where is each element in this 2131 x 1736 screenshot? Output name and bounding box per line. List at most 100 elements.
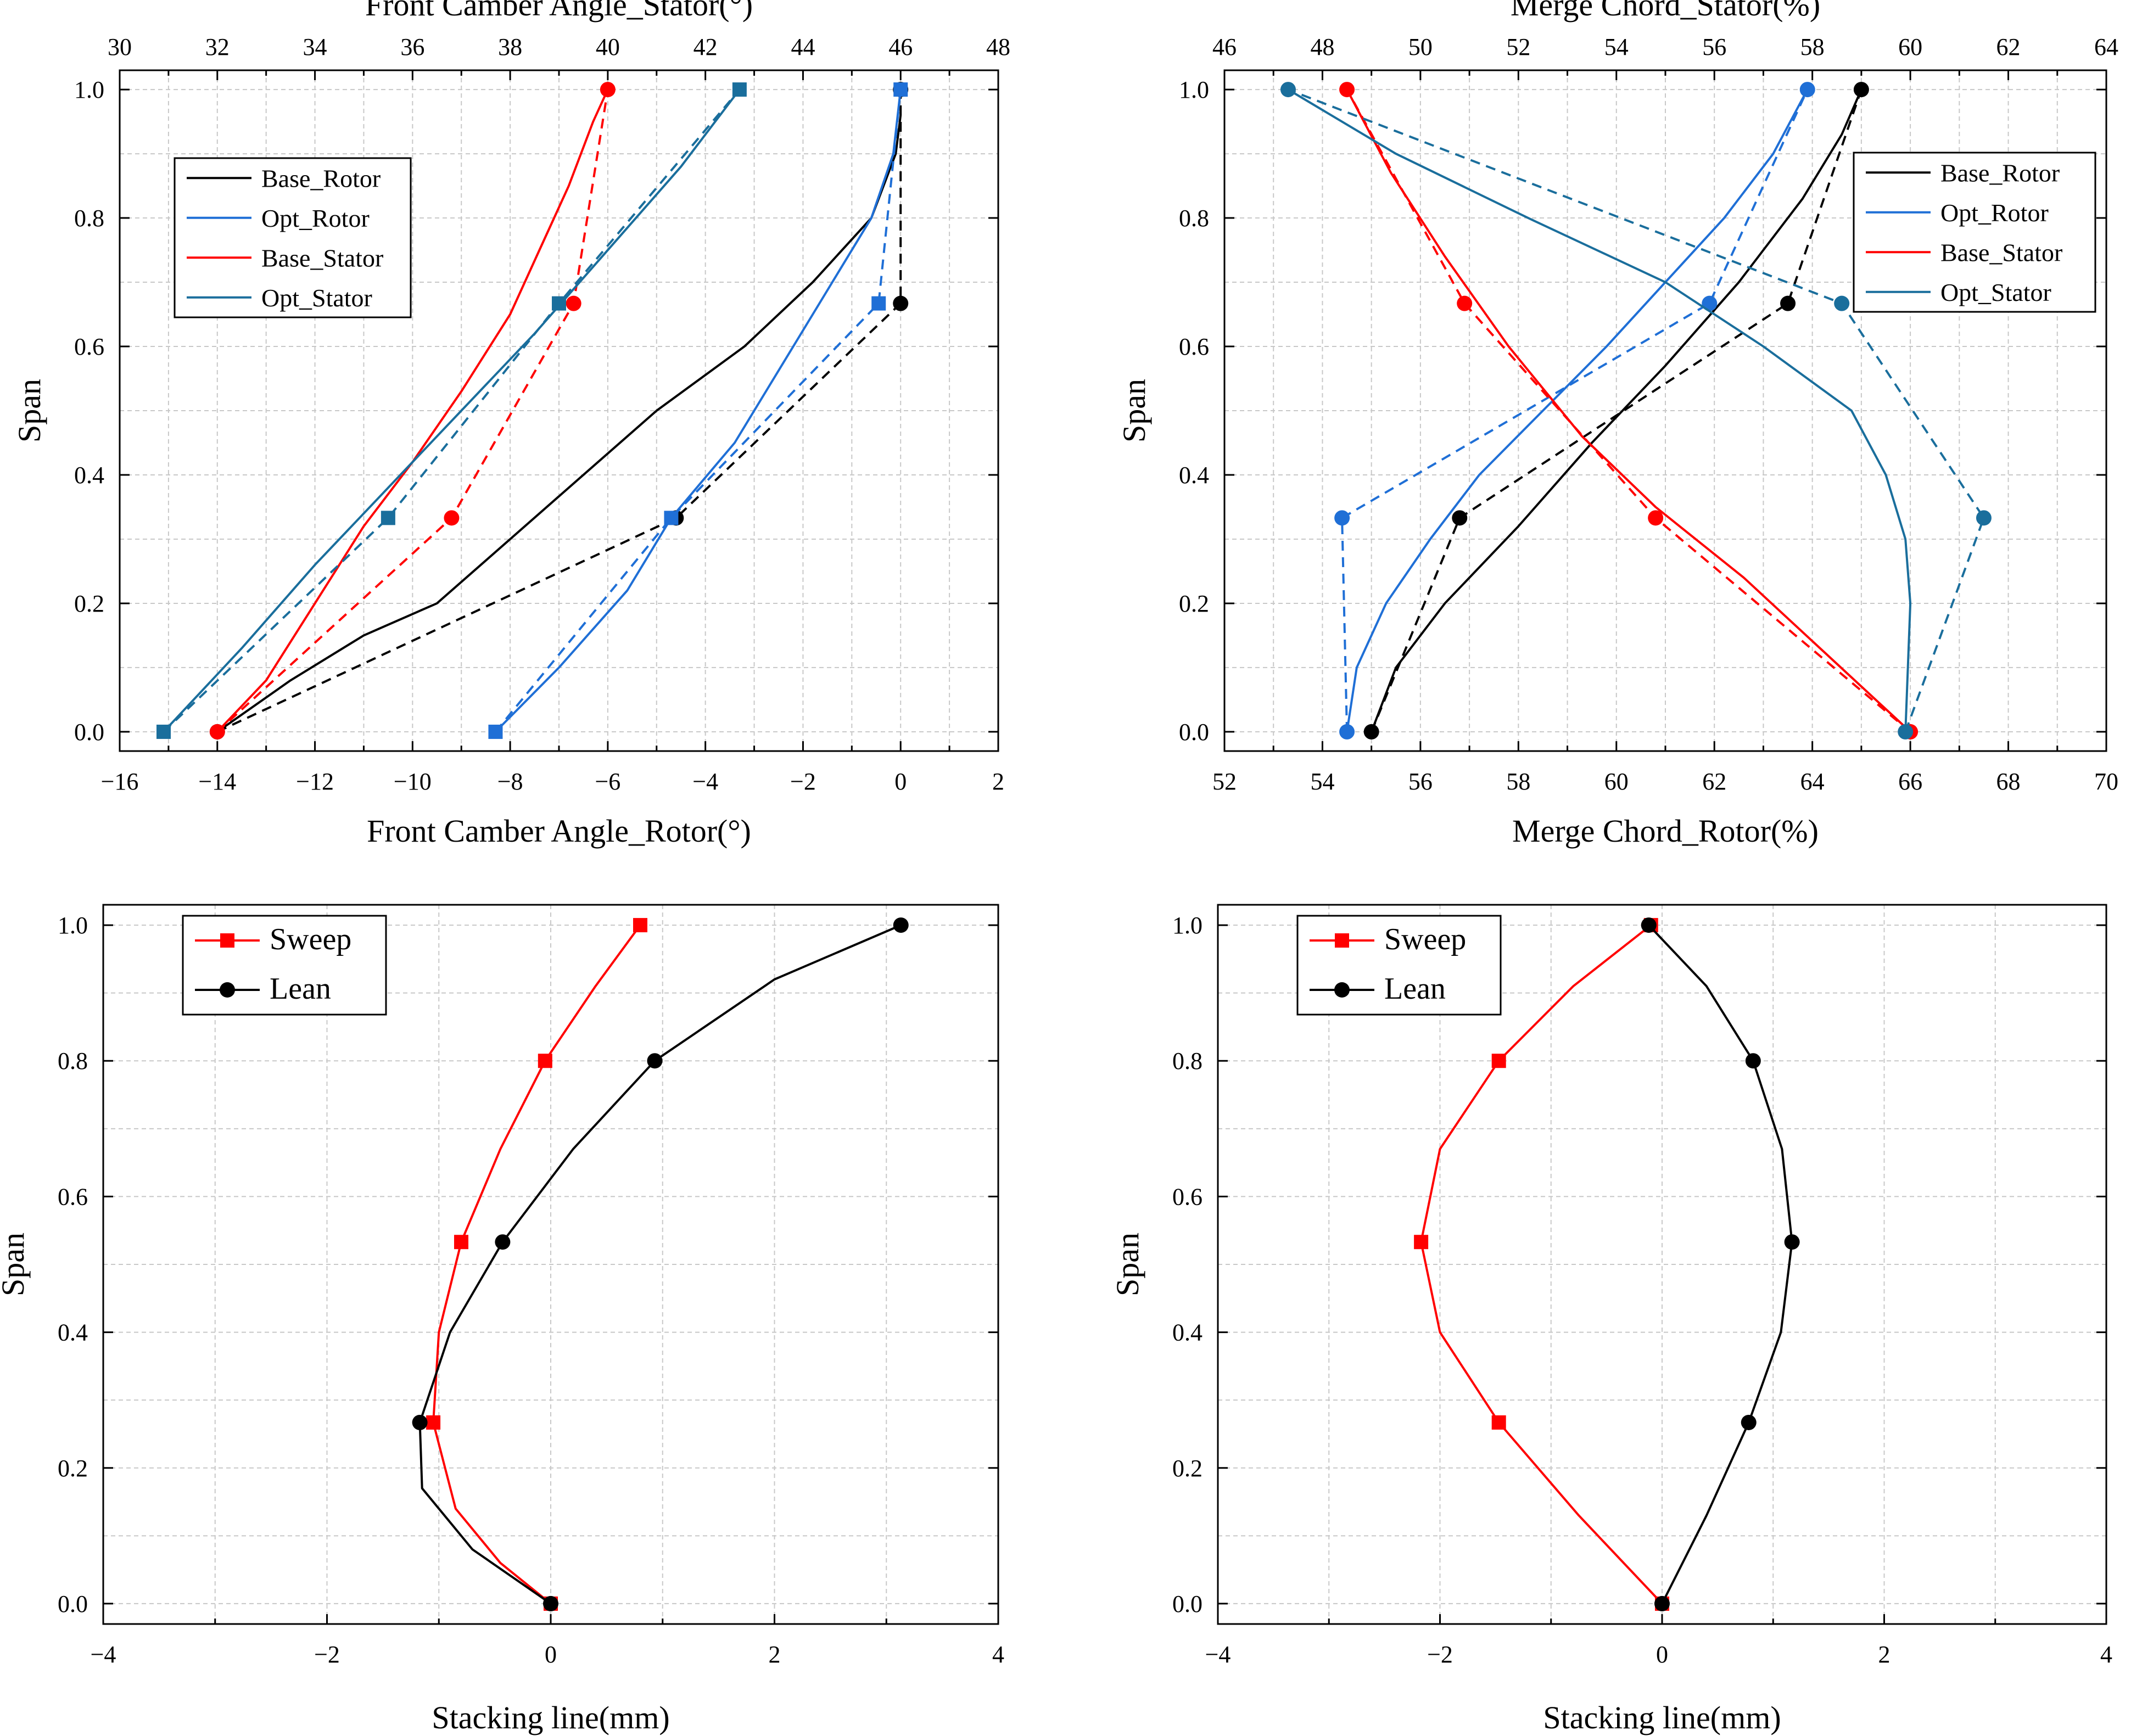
x-tick-label: −16: [101, 768, 139, 795]
y-tick-label: 0.2: [74, 590, 104, 617]
dashed-connector: [494, 89, 902, 733]
data-point: [488, 724, 503, 739]
x-tick-label: 54: [1310, 768, 1334, 795]
data-point: [1745, 1053, 1761, 1069]
legend-marker: [220, 933, 234, 948]
x-tick-label: 2: [769, 1641, 781, 1668]
data-point: [1799, 82, 1815, 98]
legend-label: Base_Rotor: [1940, 159, 2060, 187]
data-point: [552, 296, 566, 311]
data-point: [732, 82, 747, 97]
chart-4: −4 −2 0 2 4 Stacking line(mm) 0.0 0.2 0.4 0.6 0.8 1…: [1110, 904, 2112, 1735]
y-axis-title: Span: [1116, 379, 1152, 443]
x-tick-label: 4: [2100, 1641, 2112, 1668]
data-point: [1898, 724, 1914, 740]
data-point: [1339, 724, 1355, 740]
legend-box: [1853, 152, 2096, 313]
fitted-curve: [494, 89, 902, 733]
x-tick-label: 60: [1604, 768, 1629, 795]
fitted-curve: [1370, 89, 1862, 732]
x-tick-label: 64: [1800, 768, 1825, 795]
y-tick-label: 0.4: [74, 462, 104, 489]
x-tick-label: 0: [894, 768, 907, 795]
dashed-connector: [1370, 89, 1862, 732]
data-point: [664, 511, 679, 525]
series-line: [432, 924, 641, 1605]
data-point: [543, 1595, 558, 1611]
data-point: [893, 82, 908, 97]
top-tick-label: 62: [1996, 33, 2021, 60]
y-tick-label: 0.0: [74, 719, 104, 746]
legend-label: Lean: [1384, 972, 1446, 1006]
x-tick-label: −12: [296, 768, 334, 795]
data-point: [1491, 1054, 1506, 1068]
top-tick-label: 30: [108, 33, 132, 60]
legend: Base_Rotor Opt_Rotor Base_Stator Opt_Stator: [1853, 152, 2096, 313]
data-point: [1784, 1234, 1800, 1250]
fitted-curve: [1287, 88, 1912, 732]
top-tick-label: 46: [888, 33, 913, 60]
chart-2: 52 54 56 58 60 62 64 66 68 70 Merge Chord_Rotor(%)…: [1116, 0, 2118, 849]
top-tick-label: 40: [596, 33, 620, 60]
x-tick-label: 56: [1408, 768, 1433, 795]
data-point: [893, 295, 909, 311]
chart-3: −4 −2 0 2 4 Stacking line(mm) 0.0 0.2 0.4 0.6 0.8 1…: [0, 904, 1004, 1735]
series-lean: [412, 917, 909, 1611]
data-point: [893, 917, 909, 933]
x-tick-label: −4: [692, 768, 718, 795]
series-opt-rotor: [488, 82, 908, 739]
legend-label: Opt_Stator: [261, 284, 372, 312]
x-tick-label: 52: [1212, 768, 1237, 795]
y-tick-label: 0.2: [58, 1455, 88, 1482]
y-axis-title: Span: [12, 379, 47, 443]
series-opt-stator: [156, 82, 747, 739]
data-point: [1339, 82, 1355, 98]
y-tick-label: 0.4: [1172, 1319, 1202, 1346]
x-tick-label: 68: [1996, 768, 2021, 795]
fitted-curve: [1346, 89, 1809, 732]
series-base-stator: [209, 82, 616, 740]
data-point: [1414, 1235, 1429, 1250]
x-axis-title: Merge Chord_Rotor(%): [1512, 813, 1819, 849]
fitted-curve: [163, 88, 741, 733]
legend-label: Base_Stator: [261, 244, 383, 272]
data-point: [566, 295, 581, 311]
y-axis-title: Span: [0, 1233, 31, 1296]
legend-label: Sweep: [1384, 922, 1466, 956]
y-tick-label: 0.4: [1179, 462, 1209, 489]
data-point: [647, 1053, 663, 1069]
data-point: [444, 510, 460, 526]
legend-label: Opt_Rotor: [261, 204, 370, 232]
data-point: [1452, 510, 1468, 526]
series-sweep: [426, 918, 647, 1611]
y-tick-label: 0.2: [1172, 1455, 1202, 1482]
data-point: [1976, 510, 1992, 526]
data-point: [871, 296, 886, 311]
legend-box: [182, 915, 387, 1016]
data-point: [209, 724, 225, 740]
y-tick-label: 0.4: [58, 1319, 88, 1346]
data-point: [1741, 1414, 1757, 1430]
fitted-curve: [216, 89, 609, 733]
top-axis-title: Front Camber Angle_Stator(°): [365, 0, 753, 23]
x-axis-title: Stacking line(mm): [432, 1700, 669, 1735]
legend-label: Base_Stator: [1940, 238, 2062, 266]
data-point: [1648, 510, 1664, 526]
legend-label: Opt_Stator: [1940, 278, 2051, 306]
x-tick-label: 62: [1702, 768, 1726, 795]
x-tick-label: 2: [992, 768, 1004, 795]
y-tick-label: 1.0: [1172, 912, 1202, 939]
top-tick-label: 48: [986, 33, 1010, 60]
data-point: [633, 918, 647, 933]
data-point: [1457, 295, 1473, 311]
series-line: [418, 924, 902, 1605]
data-point: [1491, 1415, 1506, 1430]
data-point: [1363, 724, 1379, 740]
y-axis-title: Span: [1110, 1233, 1145, 1296]
y-tick-label: 1.0: [1179, 76, 1209, 103]
top-tick-label: 46: [1212, 33, 1237, 60]
data-point: [1853, 82, 1869, 98]
series-opt-stator: [1280, 82, 1992, 740]
y-tick-label: 0.8: [58, 1048, 88, 1074]
